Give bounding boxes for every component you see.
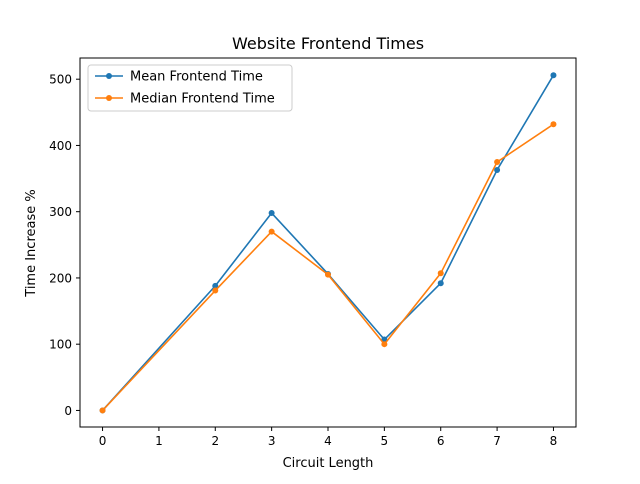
ticks-layer: 0 1 2 3 4 5 6 7 8 0 100 200 300 400 500 — [49, 73, 557, 448]
x-tick-label: 0 — [99, 434, 107, 448]
data-point-0 — [212, 282, 219, 289]
data-point-0 — [550, 72, 557, 79]
x-tick-label: 8 — [550, 434, 558, 448]
legend: Mean Frontend Time Median Frontend Time — [87, 64, 293, 112]
legend-marker-mean — [106, 73, 112, 79]
y-tick-label: 300 — [49, 205, 72, 219]
data-point-0 — [494, 166, 501, 173]
data-point-1 — [325, 271, 331, 278]
plot-area — [80, 58, 576, 427]
y-tick-label: 200 — [49, 271, 72, 285]
y-tick-label: 0 — [64, 404, 72, 418]
x-tick-label: 6 — [437, 434, 445, 448]
plot-frame — [79, 57, 577, 428]
y-tick-label: 100 — [49, 338, 72, 352]
x-tick-label: 2 — [211, 434, 219, 448]
series-layer — [99, 72, 557, 414]
legend-label-mean: Mean Frontend Time — [130, 70, 263, 85]
x-tick-label: 4 — [324, 434, 332, 448]
data-point-1 — [550, 121, 557, 128]
legend-marker-median — [106, 95, 112, 101]
data-point-0 — [268, 210, 275, 217]
x-tick-label: 1 — [155, 434, 163, 448]
data-point-1 — [381, 341, 388, 348]
data-point-1 — [494, 159, 501, 166]
series-line-1 — [101, 123, 554, 411]
data-point-1 — [99, 407, 106, 414]
data-point-1 — [268, 228, 275, 235]
x-axis-label: Circuit Length — [283, 456, 374, 471]
y-axis-label: Time Increase % — [24, 189, 39, 297]
chart-title: Website Frontend Times — [232, 34, 424, 53]
legend-box — [87, 64, 293, 112]
legend-label-median: Median Frontend Time — [130, 92, 275, 107]
series-line-0 — [101, 74, 555, 411]
x-tick-label: 7 — [493, 434, 501, 448]
data-point-1 — [212, 287, 219, 294]
data-point-0 — [437, 280, 444, 287]
data-point-1 — [437, 270, 444, 277]
y-tick-label: 500 — [49, 73, 72, 87]
x-tick-label: 3 — [268, 434, 276, 448]
x-tick-label: 5 — [381, 434, 389, 448]
y-tick-label: 400 — [49, 139, 72, 153]
